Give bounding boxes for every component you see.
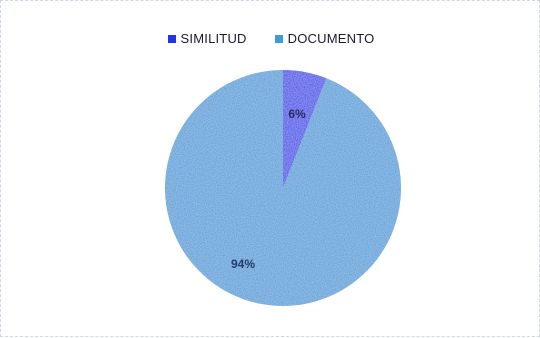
pie-labels: 6% 94% [231,107,306,271]
pie-label-similitud: 6% [288,107,306,121]
legend-swatch-similitud [167,34,176,43]
pie-label-documento: 94% [231,257,255,271]
legend-item-documento: DOCUMENTO [274,31,375,46]
legend-item-similitud: SIMILITUD [167,31,247,46]
legend-label-similitud: SIMILITUD [180,31,247,46]
chart-legend: SIMILITUD DOCUMENTO [1,31,540,46]
pie-slice-documento [165,70,402,307]
legend-label-documento: DOCUMENTO [287,31,375,46]
pie-slices [165,70,402,307]
pie-slice-similitud [283,70,327,188]
legend-swatch-documento [274,34,283,43]
